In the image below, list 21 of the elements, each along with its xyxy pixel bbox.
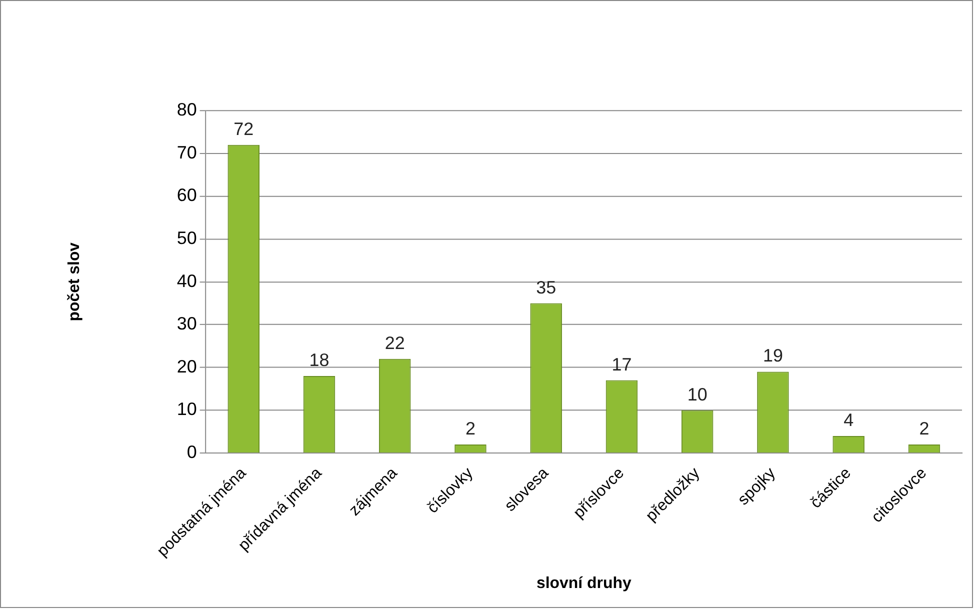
y-tick-label: 40 <box>176 270 197 291</box>
y-tick-label: 20 <box>176 356 197 376</box>
x-axis-title: slovní druhy <box>536 574 632 592</box>
y-tick-label: 10 <box>176 399 197 420</box>
data-label: 2 <box>919 418 930 439</box>
y-tick-label: 60 <box>176 185 197 206</box>
y-tick-label: 50 <box>176 228 197 248</box>
y-axis-title: počet slov <box>66 242 83 322</box>
y-tick-label: 30 <box>176 314 197 334</box>
data-label: 4 <box>844 410 854 430</box>
data-label: 22 <box>384 332 405 353</box>
y-tick-label: 70 <box>176 142 197 162</box>
data-label: 19 <box>762 346 783 366</box>
y-tick-label: 0 <box>186 442 197 462</box>
data-label: 2 <box>465 418 476 439</box>
data-label: 35 <box>536 277 556 298</box>
data-label: 10 <box>687 384 708 404</box>
data-label: 17 <box>612 354 632 374</box>
data-label: 18 <box>309 350 330 370</box>
data-label: 72 <box>234 118 254 139</box>
y-tick-label: 80 <box>176 100 197 120</box>
